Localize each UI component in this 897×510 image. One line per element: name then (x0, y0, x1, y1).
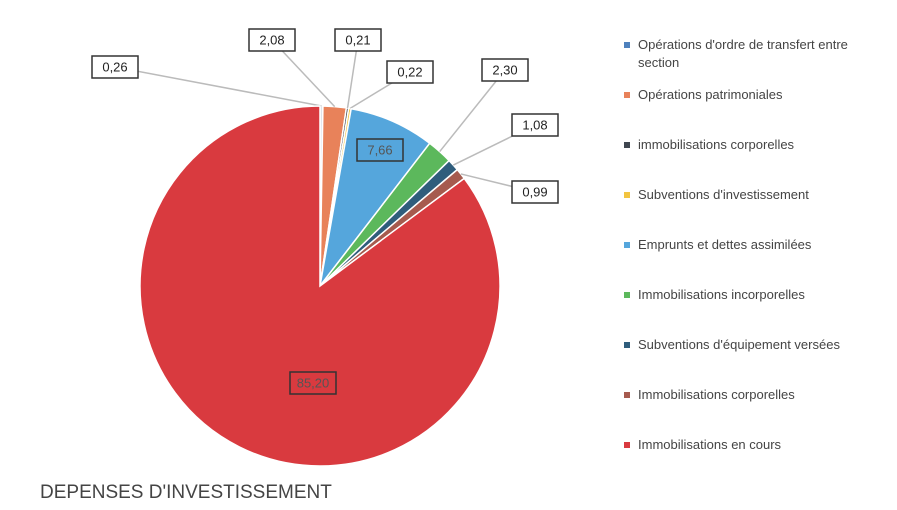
legend-label: Opérations patrimoniales (638, 87, 783, 102)
legend-item: immobilisations corporelles (622, 136, 887, 186)
legend-swatch (624, 242, 630, 248)
legend-item: Immobilisations incorporelles (622, 286, 887, 336)
label-box (334, 28, 382, 52)
leader-line (439, 69, 506, 153)
legend-label: Immobilisations corporelles (638, 387, 795, 402)
legend-swatch (624, 392, 630, 398)
legend-item: Opérations patrimoniales (622, 86, 887, 136)
leader-line (114, 66, 322, 107)
data-label: 0,22 (397, 64, 422, 79)
data-label: 2,08 (259, 32, 284, 47)
label-box (511, 113, 559, 137)
legend-swatch (624, 42, 630, 48)
legend-swatch (624, 142, 630, 148)
data-label: 7,66 (367, 142, 392, 157)
label-box (91, 55, 139, 79)
legend-label: Immobilisations en cours (638, 437, 782, 452)
legend-label: Subventions d'équipement versées (638, 337, 840, 352)
data-label: 1,08 (522, 117, 547, 132)
legend-swatch (624, 342, 630, 348)
data-label: 0,26 (102, 59, 127, 74)
legend-item: Immobilisations corporelles (622, 386, 887, 436)
legend-swatch (624, 292, 630, 298)
legend-swatch (624, 192, 630, 198)
legend-swatch (624, 442, 630, 448)
data-label: 0,99 (522, 184, 547, 199)
legend-label: Emprunts et dettes assimilées (638, 237, 812, 252)
legend: Opérations d'ordre de transfert entre se… (622, 36, 887, 486)
pie-slice (139, 105, 501, 467)
label-box (289, 371, 337, 395)
legend-label: Opérations d'ordre de transfert entre se… (638, 37, 848, 70)
legend-label: Subventions d'investissement (638, 187, 809, 202)
data-label: 2,30 (492, 62, 517, 77)
legend-item: Emprunts et dettes assimilées (622, 236, 887, 286)
chart-title: DEPENSES D'INVESTISSEMENT (40, 482, 332, 503)
label-box (481, 58, 529, 82)
legend-item: Subventions d'équipement versées (622, 336, 887, 386)
label-box (248, 28, 296, 52)
legend-item: Subventions d'investissement (622, 186, 887, 236)
data-label: 0,21 (345, 32, 370, 47)
legend-label: immobilisations corporelles (638, 137, 795, 152)
data-label: 85,20 (297, 375, 330, 390)
legend-label: Immobilisations incorporelles (638, 287, 805, 302)
legend-swatch (624, 92, 630, 98)
label-box (356, 138, 404, 162)
legend-item: Immobilisations en cours (622, 436, 887, 486)
label-box (386, 60, 434, 84)
label-box (511, 180, 559, 204)
legend-item: Opérations d'ordre de transfert entre se… (622, 36, 887, 86)
